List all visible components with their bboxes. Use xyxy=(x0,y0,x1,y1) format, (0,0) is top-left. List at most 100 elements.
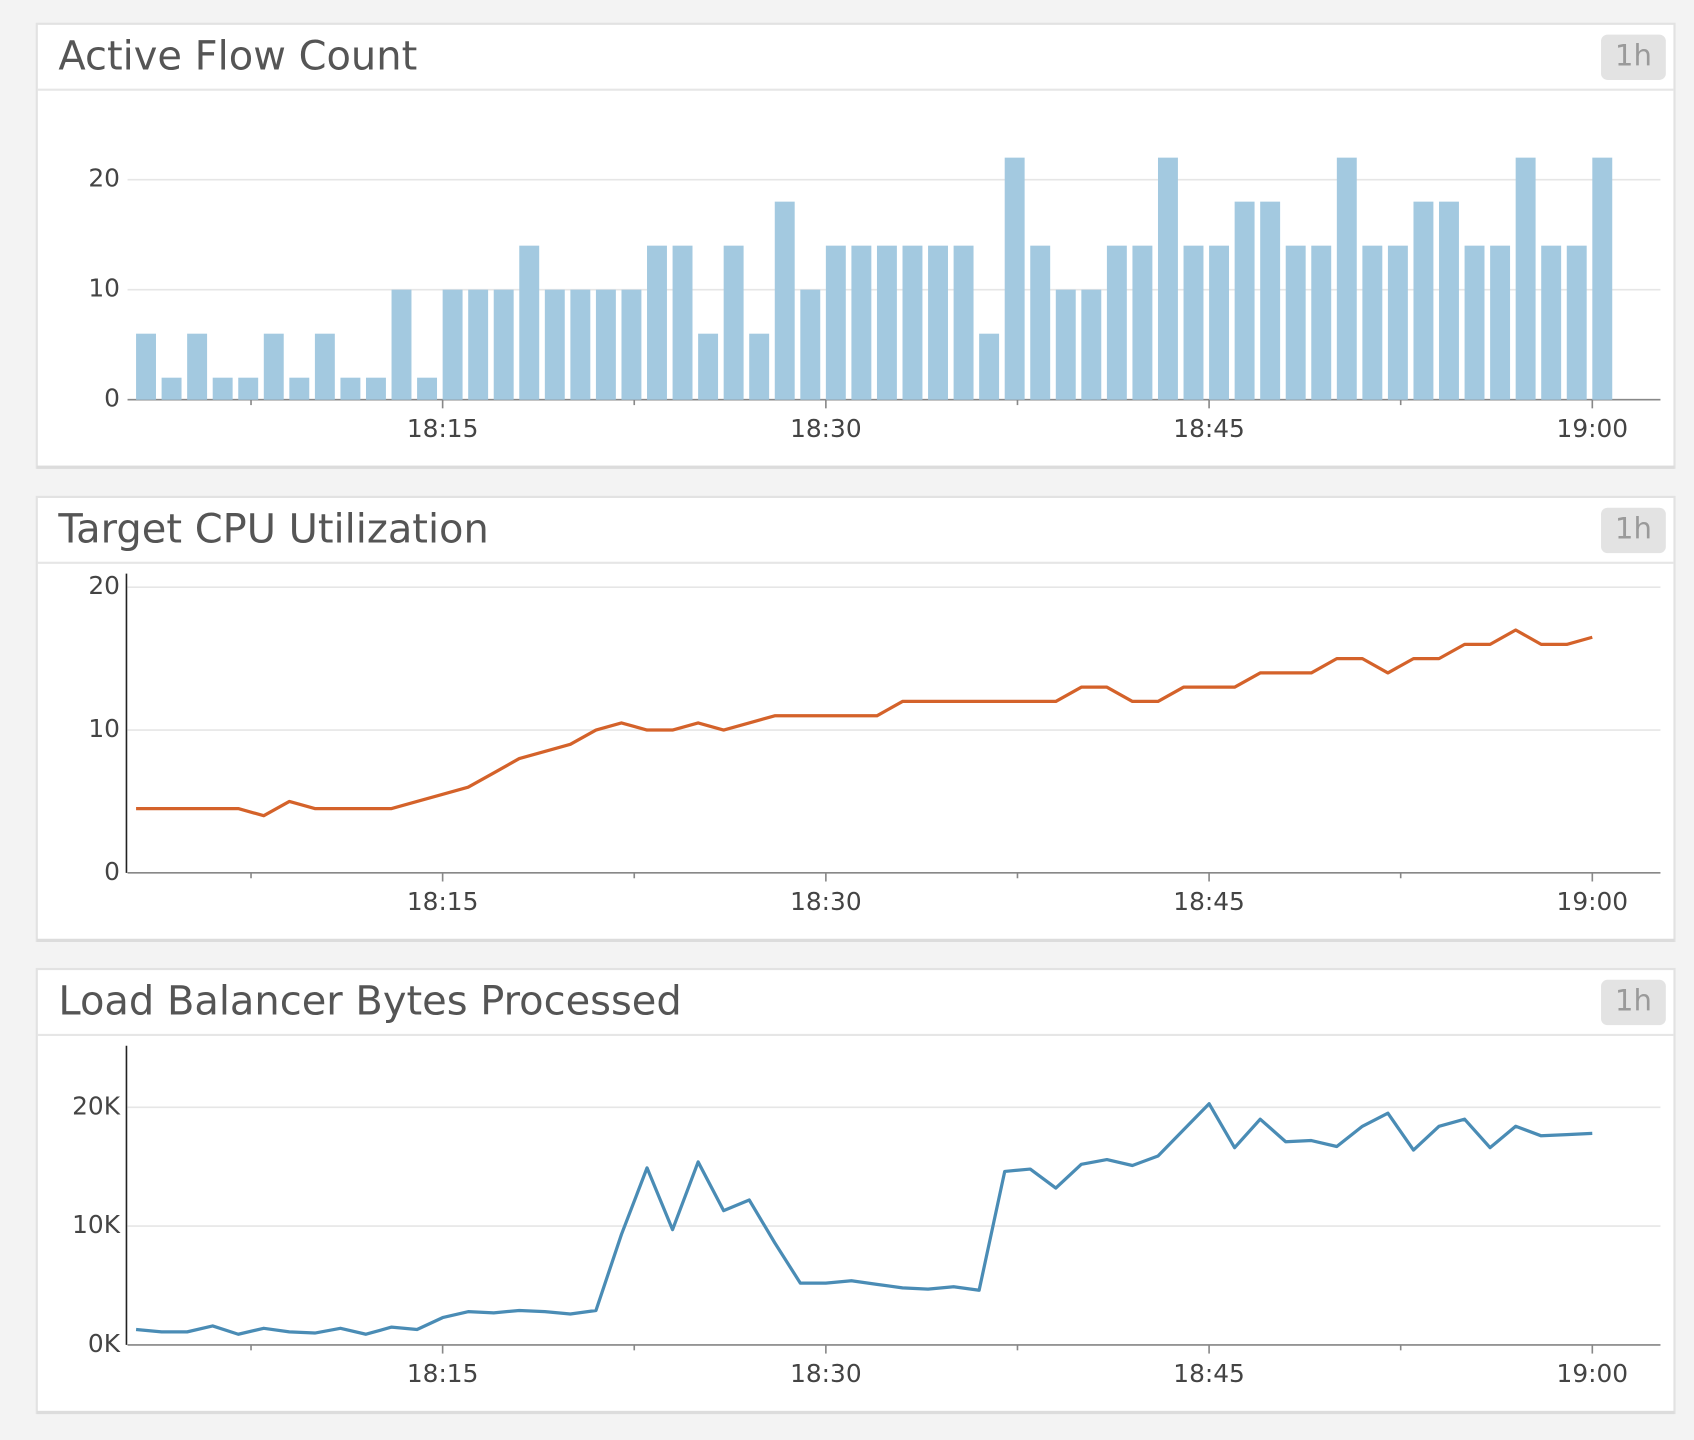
bar xyxy=(1311,245,1332,400)
bar xyxy=(161,377,182,400)
bar xyxy=(902,245,923,400)
bar xyxy=(314,333,335,400)
bar xyxy=(1336,157,1357,400)
bar xyxy=(238,377,259,400)
widget-title: Target CPU Utilization xyxy=(57,506,488,552)
y-tick-label: 10 xyxy=(88,274,120,303)
bar xyxy=(851,245,872,400)
widget: Active Flow Count 1h 0 10 20 18:15 18:30 18:45 1… xyxy=(35,22,1676,469)
badge-bg xyxy=(1601,34,1666,80)
y-tick-label: 0 xyxy=(104,857,120,886)
bar xyxy=(979,333,1000,400)
widget: Target CPU Utilization 1h 0 10 20 18:15 18:30 1… xyxy=(35,495,1676,942)
bar xyxy=(1362,245,1383,400)
bar xyxy=(1490,245,1511,400)
bar xyxy=(1592,157,1613,400)
x-tick-label: 18:30 xyxy=(790,1359,862,1388)
bar xyxy=(263,333,284,400)
bar xyxy=(1541,245,1562,400)
bar xyxy=(1260,201,1281,400)
x-tick-label: 18:30 xyxy=(790,887,862,916)
bar xyxy=(672,245,693,400)
x-tick-label: 18:15 xyxy=(407,414,479,443)
bar xyxy=(774,201,795,400)
bar xyxy=(1081,289,1102,400)
x-tick-label: 18:15 xyxy=(407,887,479,916)
bar xyxy=(442,289,463,400)
y-tick-label: 0 xyxy=(104,384,120,413)
bar xyxy=(749,333,770,400)
bar xyxy=(1439,201,1459,400)
bar xyxy=(493,289,514,400)
bar xyxy=(1030,245,1051,400)
widget-panel xyxy=(35,967,1676,1415)
bar xyxy=(1106,245,1127,400)
x-tick-label: 19:00 xyxy=(1557,1359,1629,1388)
bar xyxy=(1566,245,1587,400)
bar xyxy=(136,333,156,400)
x-tick-label: 19:00 xyxy=(1557,414,1629,443)
time-range-badge[interactable]: 1h xyxy=(1601,34,1666,80)
widget: Load Balancer Bytes Processed 1h 0K 10K 20K 1… xyxy=(35,967,1676,1415)
time-range-badge[interactable]: 1h xyxy=(1601,507,1666,554)
series-line xyxy=(135,1102,1593,1336)
bar xyxy=(825,245,846,400)
y-tick-label: 0K xyxy=(88,1329,121,1358)
y-tick-label: 20K xyxy=(72,1091,121,1120)
y-tick-label: 20 xyxy=(88,571,120,600)
bar xyxy=(800,289,821,400)
bar xyxy=(187,333,208,400)
bar xyxy=(212,377,233,400)
bar xyxy=(365,377,386,400)
bar xyxy=(289,377,310,400)
y-tick-label: 20 xyxy=(88,164,120,193)
bar xyxy=(1132,245,1153,400)
widget-shadow xyxy=(36,938,1675,942)
badge-text: 1h xyxy=(1615,511,1652,545)
widget-title: Load Balancer Bytes Processed xyxy=(58,979,681,1025)
bar xyxy=(698,333,719,400)
x-tick-label: 18:45 xyxy=(1173,1359,1245,1388)
widget-panel xyxy=(35,495,1676,942)
x-tick-label: 18:15 xyxy=(407,1359,479,1388)
bar xyxy=(468,289,489,400)
badge-text: 1h xyxy=(1615,983,1652,1017)
time-range-badge[interactable]: 1h xyxy=(1601,979,1666,1026)
bar xyxy=(1387,245,1408,400)
bar xyxy=(595,289,616,400)
x-tick-label: 18:45 xyxy=(1173,887,1245,916)
bar xyxy=(1413,201,1434,400)
series-line xyxy=(136,628,1593,818)
bar xyxy=(391,289,412,400)
badge-bg xyxy=(1601,507,1666,554)
y-tick-label: 10 xyxy=(88,714,120,743)
widget-shadow xyxy=(36,1410,1675,1415)
bar xyxy=(876,245,897,400)
badge-text: 1h xyxy=(1615,38,1652,72)
widget-title: Active Flow Count xyxy=(58,33,417,79)
widget-shadow xyxy=(36,465,1675,469)
bar xyxy=(723,245,744,400)
bar xyxy=(953,245,974,400)
bar xyxy=(340,377,361,400)
bar xyxy=(928,245,948,400)
bar xyxy=(647,245,667,400)
bar xyxy=(1285,245,1306,400)
bar xyxy=(544,289,565,400)
x-tick-label: 19:00 xyxy=(1557,887,1629,916)
bar xyxy=(1157,157,1178,400)
y-tick-label: 10K xyxy=(72,1210,121,1239)
bar xyxy=(1055,289,1076,400)
bar xyxy=(1464,245,1485,400)
bar xyxy=(519,245,540,400)
badge-bg xyxy=(1601,979,1666,1026)
x-tick-label: 18:30 xyxy=(790,414,862,443)
bar xyxy=(1183,245,1204,400)
bar xyxy=(1209,245,1230,400)
bar xyxy=(621,289,642,400)
bar xyxy=(1515,157,1536,400)
bar xyxy=(570,289,591,400)
bar xyxy=(1004,157,1025,400)
bar xyxy=(417,377,438,400)
